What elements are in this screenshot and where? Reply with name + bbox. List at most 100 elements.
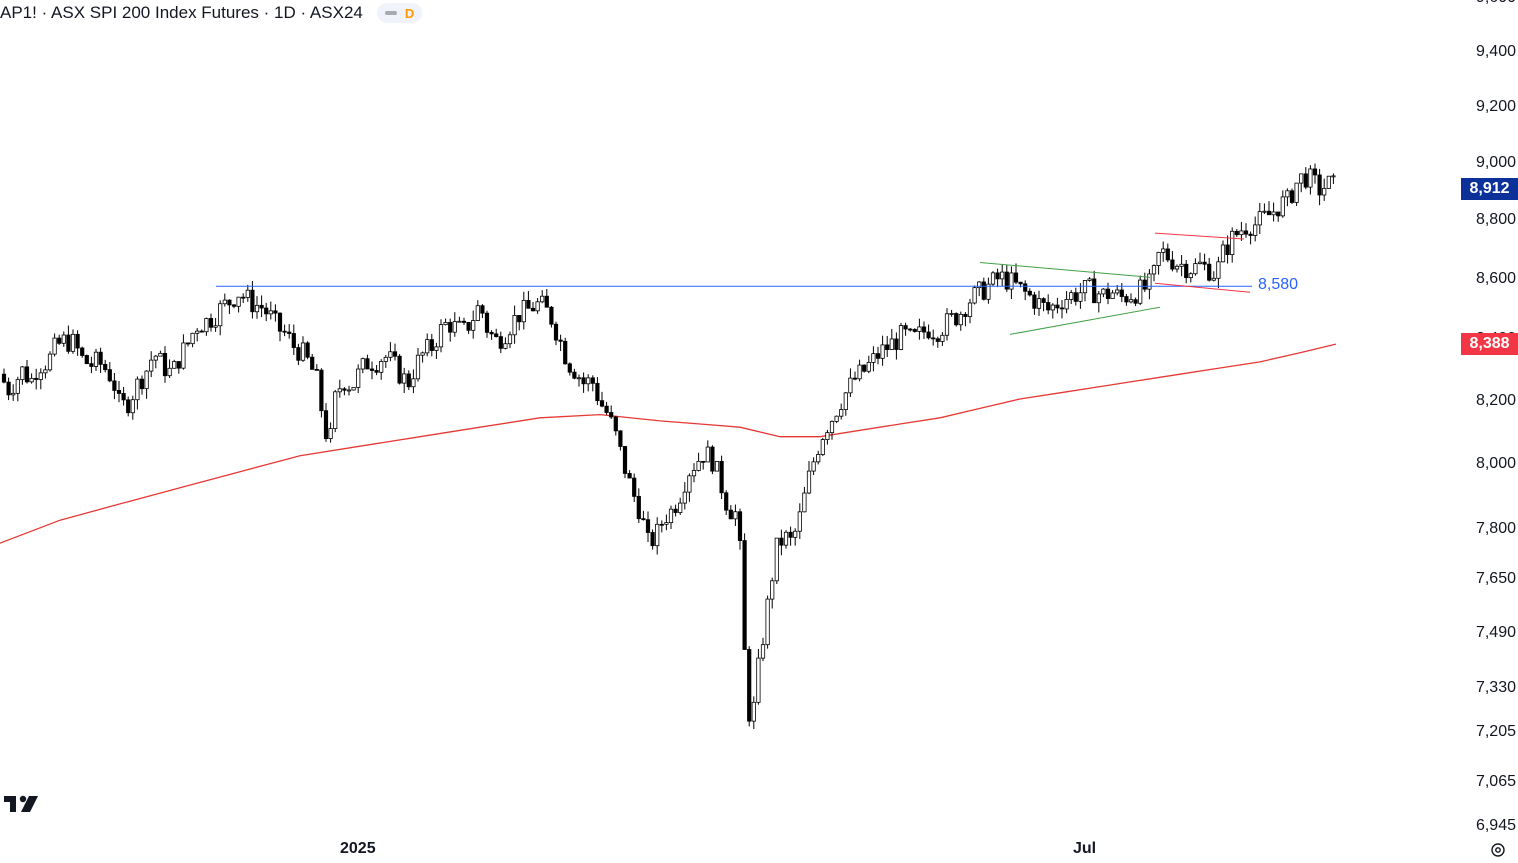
candle bbox=[1078, 283, 1083, 309]
candle-body bbox=[1013, 272, 1019, 283]
candle bbox=[47, 351, 53, 372]
candle bbox=[89, 356, 94, 374]
candle-body bbox=[1216, 261, 1221, 279]
candle-body bbox=[898, 325, 904, 350]
candle bbox=[34, 368, 39, 390]
candle-body bbox=[250, 289, 255, 313]
candle bbox=[448, 318, 453, 342]
candle-body bbox=[944, 313, 950, 336]
candle bbox=[875, 346, 881, 365]
candle bbox=[737, 508, 743, 550]
candle bbox=[862, 364, 867, 373]
candle bbox=[609, 405, 614, 420]
candle-body bbox=[751, 701, 756, 722]
candle-body bbox=[871, 353, 876, 363]
candle bbox=[231, 304, 237, 309]
candle bbox=[70, 329, 76, 354]
candle bbox=[195, 328, 200, 342]
candle bbox=[1009, 266, 1014, 300]
candle bbox=[1151, 264, 1157, 282]
candle-body bbox=[1243, 230, 1249, 235]
candle-body bbox=[986, 283, 991, 300]
candle bbox=[526, 291, 531, 309]
candle-body bbox=[84, 355, 89, 365]
candle bbox=[6, 377, 11, 401]
candle-body bbox=[1179, 263, 1184, 267]
candle bbox=[765, 595, 770, 649]
candle bbox=[1161, 241, 1166, 262]
candle-body bbox=[1041, 298, 1046, 303]
candle bbox=[461, 317, 467, 325]
candle bbox=[843, 392, 848, 416]
candle bbox=[139, 375, 145, 395]
candle-body bbox=[1294, 182, 1299, 203]
candle bbox=[1211, 271, 1216, 282]
symbol-title[interactable]: AP1! · ASX SPI 200 Index Futures · 1D · … bbox=[0, 3, 363, 22]
candle bbox=[645, 511, 651, 543]
moving-average-price-tag: 8,388 bbox=[1461, 333, 1518, 356]
candle bbox=[296, 343, 301, 366]
tradingview-logo-icon[interactable] bbox=[4, 794, 44, 819]
candle-body bbox=[34, 377, 39, 380]
candle-body bbox=[967, 302, 973, 317]
candle bbox=[894, 332, 899, 360]
candle bbox=[15, 376, 20, 402]
candle-body bbox=[57, 337, 62, 344]
candle-body bbox=[135, 378, 140, 401]
candle bbox=[144, 370, 149, 399]
settings-gear-icon[interactable] bbox=[1490, 842, 1506, 863]
candle bbox=[926, 324, 931, 340]
candle-body bbox=[1161, 248, 1166, 253]
candle bbox=[291, 324, 296, 355]
candle-body bbox=[392, 351, 398, 357]
candle bbox=[1188, 272, 1193, 283]
candle bbox=[1087, 277, 1092, 282]
candle bbox=[885, 335, 890, 357]
candle bbox=[544, 288, 549, 308]
candle-body bbox=[273, 310, 278, 314]
candle-body bbox=[231, 304, 237, 307]
candle-body bbox=[866, 362, 871, 372]
candle-body bbox=[1119, 289, 1124, 297]
candle-body bbox=[139, 378, 145, 390]
candle bbox=[921, 321, 927, 339]
candle-body bbox=[632, 477, 637, 497]
candle bbox=[434, 342, 439, 359]
candle-body bbox=[1165, 248, 1170, 261]
candle bbox=[457, 316, 462, 323]
candle-body bbox=[599, 400, 605, 407]
candle-body bbox=[724, 492, 729, 511]
interval-badge[interactable]: D bbox=[376, 3, 423, 23]
candle-body bbox=[563, 340, 568, 365]
candle bbox=[1013, 263, 1019, 285]
candle-body bbox=[816, 454, 821, 463]
candle-body bbox=[300, 342, 306, 361]
candle-body bbox=[1018, 281, 1023, 285]
candle bbox=[1257, 202, 1262, 235]
candle-body bbox=[544, 295, 549, 308]
last-price-tag: 8,912 bbox=[1461, 178, 1518, 201]
candle-body bbox=[121, 393, 126, 401]
candle bbox=[903, 322, 908, 336]
candle bbox=[236, 296, 241, 313]
candle bbox=[719, 455, 724, 500]
candle bbox=[80, 346, 85, 358]
candle-body bbox=[756, 657, 761, 703]
time-label-2025: 2025 bbox=[340, 840, 376, 857]
candle-body bbox=[323, 410, 329, 440]
candle-body bbox=[406, 373, 411, 388]
price-axis-label: 8,800 bbox=[1475, 211, 1516, 229]
candle-body bbox=[917, 326, 922, 332]
candle-body bbox=[52, 337, 57, 355]
candle-body bbox=[1000, 271, 1005, 280]
candle-body bbox=[512, 315, 517, 336]
candle bbox=[264, 302, 269, 322]
candle-body bbox=[627, 473, 632, 479]
candle bbox=[898, 322, 904, 351]
flag-upper-line bbox=[1154, 232, 1245, 240]
candle-body bbox=[517, 315, 522, 323]
candle-body bbox=[742, 540, 747, 650]
candle bbox=[333, 389, 338, 433]
candle-body bbox=[1096, 293, 1101, 304]
